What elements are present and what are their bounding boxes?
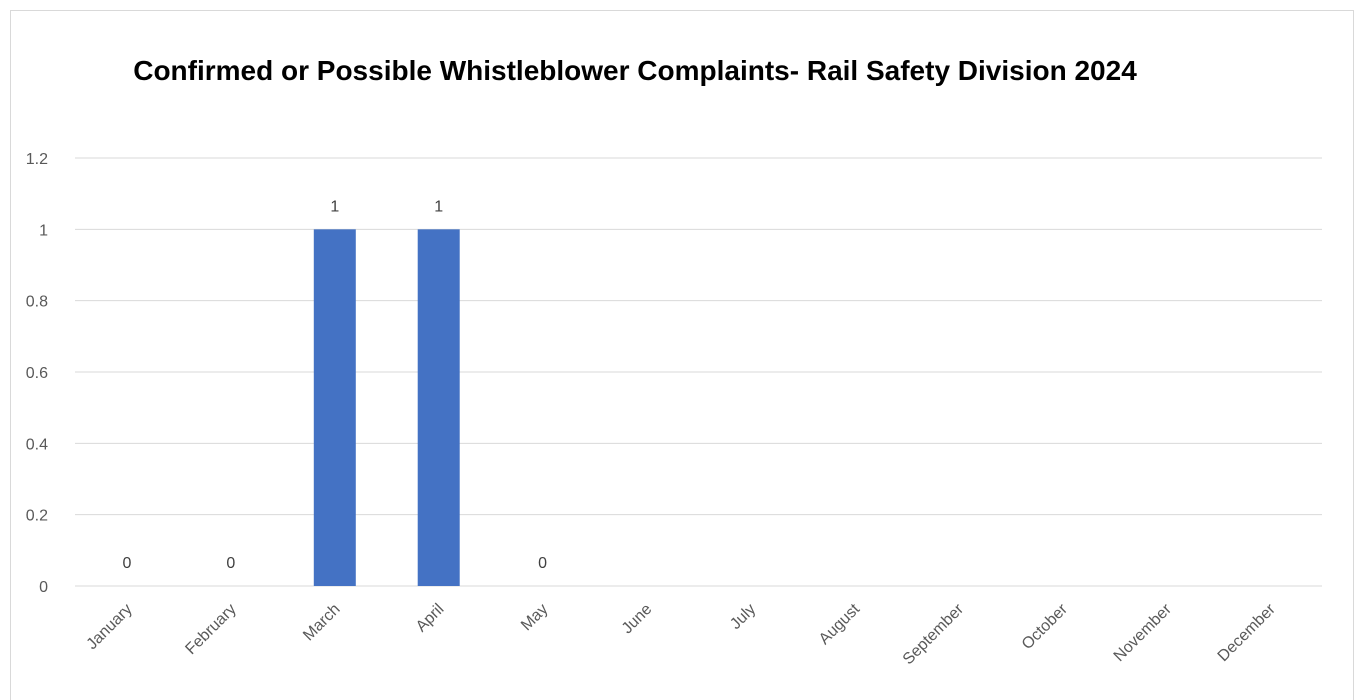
bar [313,229,356,587]
y-tick-label: 0 [39,579,48,596]
y-tick-label: 1 [39,222,48,239]
x-tick-label: July [727,601,759,633]
data-label: 1 [434,198,443,215]
y-tick-label: 0.8 [26,294,48,311]
x-tick-label: August [816,600,864,648]
x-tick-label: June [619,601,656,638]
gridlines [75,157,1322,587]
x-tick-label: October [1019,600,1072,653]
x-tick-label: February [182,601,239,658]
y-tick-label: 0.4 [26,436,48,453]
x-tick-label: May [518,601,551,634]
bars [313,229,460,587]
x-tick-label: April [413,601,448,636]
x-tick-label: March [300,601,343,644]
chart-title: Confirmed or Possible Whistleblower Comp… [133,55,1137,86]
x-tick-label: January [84,601,136,653]
x-tick-label: December [1215,600,1280,665]
x-tick-label: September [900,600,968,668]
bar [417,229,460,587]
y-axis-ticks: 0 0.2 0.4 0.6 0.8 1 1.2 [26,151,48,596]
x-axis-categories: January February March April May June July Augu… [84,600,1280,668]
data-labels: 0 0 1 1 0 [123,198,548,572]
x-tick-label: November [1111,600,1176,665]
data-label: 1 [330,198,339,215]
y-tick-label: 0.6 [26,365,48,382]
y-tick-label: 1.2 [26,151,48,168]
y-tick-label: 0.2 [26,508,48,525]
data-label: 0 [123,555,132,572]
chart-frame [10,10,1354,700]
data-label: 0 [538,555,547,572]
data-label: 0 [226,555,235,572]
